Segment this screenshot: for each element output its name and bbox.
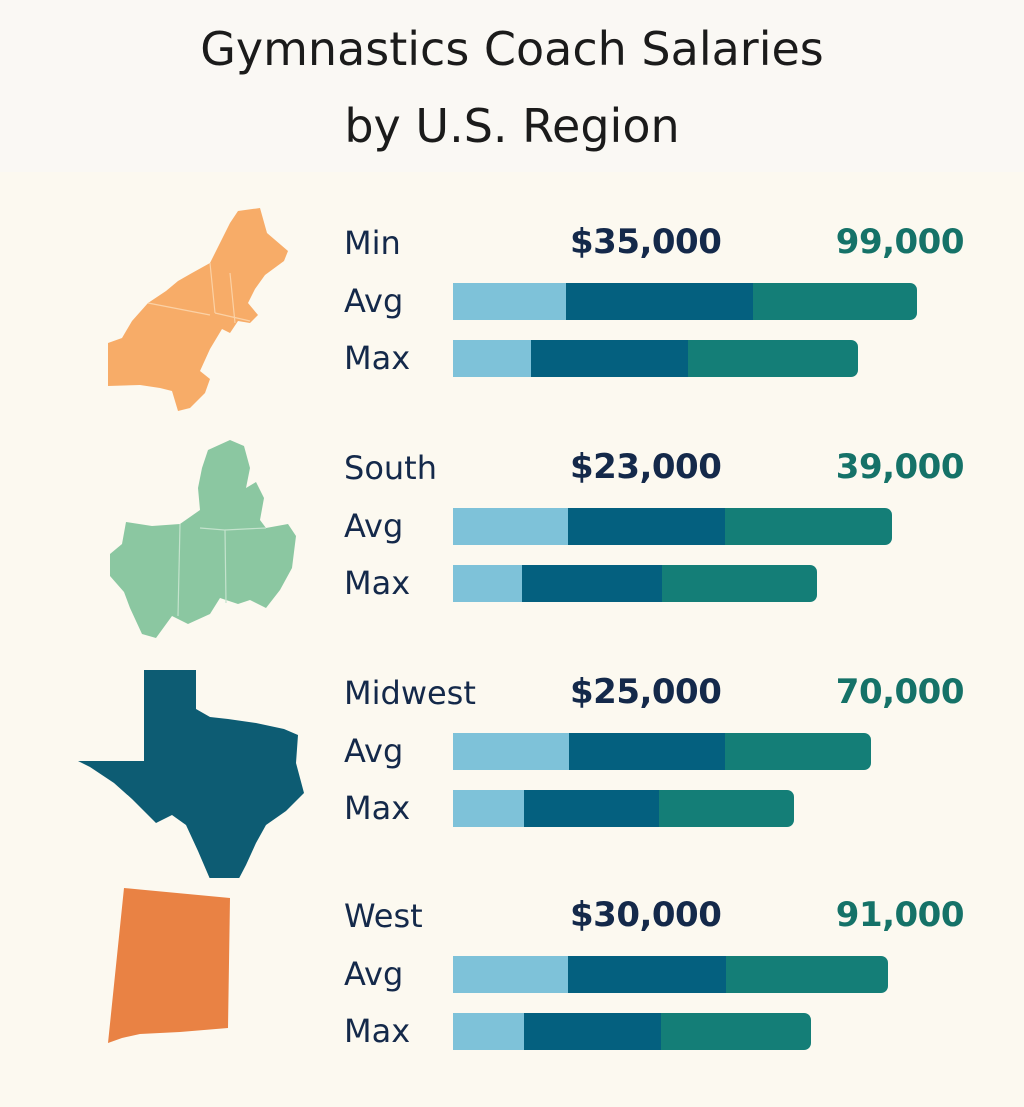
bar-segment-dark xyxy=(531,340,688,377)
bar-segment-dark xyxy=(566,283,753,320)
midwest-map-icon xyxy=(60,428,320,653)
chart-title-line-2: by U.S. Region xyxy=(344,99,680,153)
region-max-value: 70,000 xyxy=(835,672,965,712)
region-panel-3: West $30,000 91,000 Avg Max xyxy=(0,878,1024,1103)
region-label: West xyxy=(344,897,423,935)
region-label: Min xyxy=(344,224,401,262)
bar-segment-dark xyxy=(524,790,659,827)
region-min-value: $35,000 xyxy=(570,222,722,262)
region-panel-1: South $23,000 39,000 Avg Max xyxy=(0,428,1024,653)
bar-segment-light xyxy=(453,340,531,377)
region-min-value: $25,000 xyxy=(570,672,722,712)
bar-segment-teal xyxy=(659,790,794,827)
region-min-value: $30,000 xyxy=(570,895,722,935)
avg-bar xyxy=(453,733,871,770)
max-label: Max xyxy=(344,339,411,377)
max-bar xyxy=(453,1013,811,1050)
max-bar xyxy=(453,340,858,377)
chart-title-line-1: Gymnastics Coach Salaries xyxy=(200,22,824,76)
texas-map-icon xyxy=(60,653,320,888)
bar-segment-light xyxy=(453,1013,524,1050)
bar-segment-teal xyxy=(725,508,892,545)
avg-label: Avg xyxy=(344,282,404,320)
new-mexico-map-icon xyxy=(60,878,320,1103)
max-label: Max xyxy=(344,1012,411,1050)
bar-segment-teal xyxy=(662,565,817,602)
bar-segment-dark xyxy=(524,1013,661,1050)
avg-label: Avg xyxy=(344,955,404,993)
avg-bar xyxy=(453,956,888,993)
bar-segment-teal xyxy=(726,956,888,993)
bar-segment-light xyxy=(453,956,568,993)
avg-label: Avg xyxy=(344,507,404,545)
bar-segment-dark xyxy=(568,508,725,545)
region-min-value: $23,000 xyxy=(570,447,722,487)
bar-segment-teal xyxy=(661,1013,811,1050)
bar-segment-light xyxy=(453,790,524,827)
region-max-value: 39,000 xyxy=(835,447,965,487)
max-label: Max xyxy=(344,564,411,602)
max-bar xyxy=(453,790,794,827)
max-label: Max xyxy=(344,789,411,827)
bar-segment-teal xyxy=(725,733,871,770)
region-max-value: 91,000 xyxy=(835,895,965,935)
region-label: Midwest xyxy=(344,674,476,712)
northeast-map-icon xyxy=(60,203,320,428)
region-max-value: 99,000 xyxy=(835,222,965,262)
avg-label: Avg xyxy=(344,732,404,770)
bar-segment-light xyxy=(453,565,522,602)
bar-segment-teal xyxy=(753,283,917,320)
region-label: South xyxy=(344,449,437,487)
bar-segment-light xyxy=(453,283,566,320)
title-band xyxy=(0,0,1024,172)
region-panel-2: Midwest $25,000 70,000 Avg Max xyxy=(0,653,1024,888)
bar-segment-light xyxy=(453,508,568,545)
max-bar xyxy=(453,565,817,602)
bar-segment-dark xyxy=(568,956,726,993)
bar-segment-teal xyxy=(688,340,858,377)
avg-bar xyxy=(453,508,892,545)
avg-bar xyxy=(453,283,917,320)
bar-segment-light xyxy=(453,733,569,770)
bar-segment-dark xyxy=(522,565,662,602)
bar-segment-dark xyxy=(569,733,725,770)
region-panel-0: Min $35,000 99,000 Avg Max xyxy=(0,203,1024,428)
